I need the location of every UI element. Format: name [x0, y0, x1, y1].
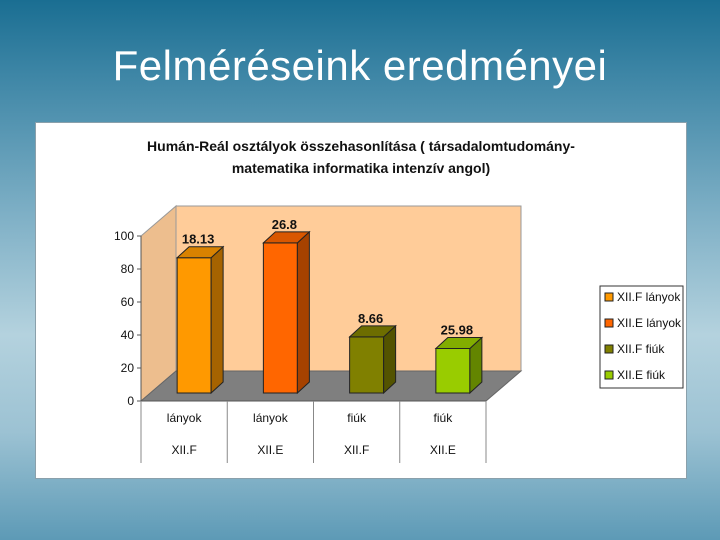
- bar-top: [434, 336, 484, 349]
- x-category-label: lányok: [167, 411, 203, 425]
- y-tick-label: 100: [114, 229, 134, 243]
- bar-side: [210, 245, 224, 395]
- data-label: 18.13: [182, 232, 215, 247]
- legend-swatch: [604, 344, 614, 354]
- bar-top: [262, 231, 311, 244]
- legend-label: XII.E lányok: [617, 316, 682, 330]
- legend-label: XII.F lányok: [617, 290, 681, 304]
- x-category-label: fiúk: [347, 411, 367, 425]
- x-group-label: XII.F: [344, 443, 369, 457]
- x-group-label: XII.F: [171, 443, 196, 457]
- legend-swatch: [604, 318, 614, 328]
- slide-title: Felméréseink eredményei: [112, 42, 608, 89]
- data-label: 26.8: [272, 217, 297, 232]
- chart-title-line: matematika informatika intenzív angol): [232, 160, 490, 176]
- bar-chart: Humán-Reál osztályok összehasonlítása ( …: [114, 138, 684, 463]
- x-group-label: XII.E: [257, 443, 283, 457]
- y-tick-label: 80: [121, 262, 135, 276]
- legend-box: [599, 285, 684, 389]
- data-label: 25.98: [441, 322, 474, 337]
- y-tick-label: 0: [127, 394, 134, 408]
- y-tick-label: 40: [121, 328, 135, 342]
- y-tick-label: 60: [121, 295, 135, 309]
- chart-frame: Humán-Reál osztályok összehasonlítása ( …: [35, 122, 687, 479]
- bar-front: [349, 336, 385, 394]
- bar-side: [383, 324, 397, 395]
- x-category-label: lányok: [253, 411, 289, 425]
- chart-title-line: Humán-Reál osztályok összehasonlítása ( …: [147, 138, 575, 154]
- bar-front: [435, 347, 471, 394]
- bar-front: [176, 257, 212, 394]
- bar-front: [262, 242, 298, 394]
- bar-top: [348, 325, 397, 338]
- legend-label: XII.E fiúk: [617, 368, 666, 382]
- bar-top: [175, 246, 225, 259]
- chart-side-wall: [140, 204, 177, 403]
- legend-swatch: [604, 370, 614, 380]
- legend-label: XII.F fiúk: [617, 342, 665, 356]
- y-tick-label: 20: [121, 361, 135, 375]
- x-category-label: fiúk: [434, 411, 454, 425]
- x-group-label: XII.E: [430, 443, 456, 457]
- data-label: 8.66: [358, 311, 383, 326]
- legend-swatch: [604, 292, 614, 302]
- bar-side: [296, 230, 310, 395]
